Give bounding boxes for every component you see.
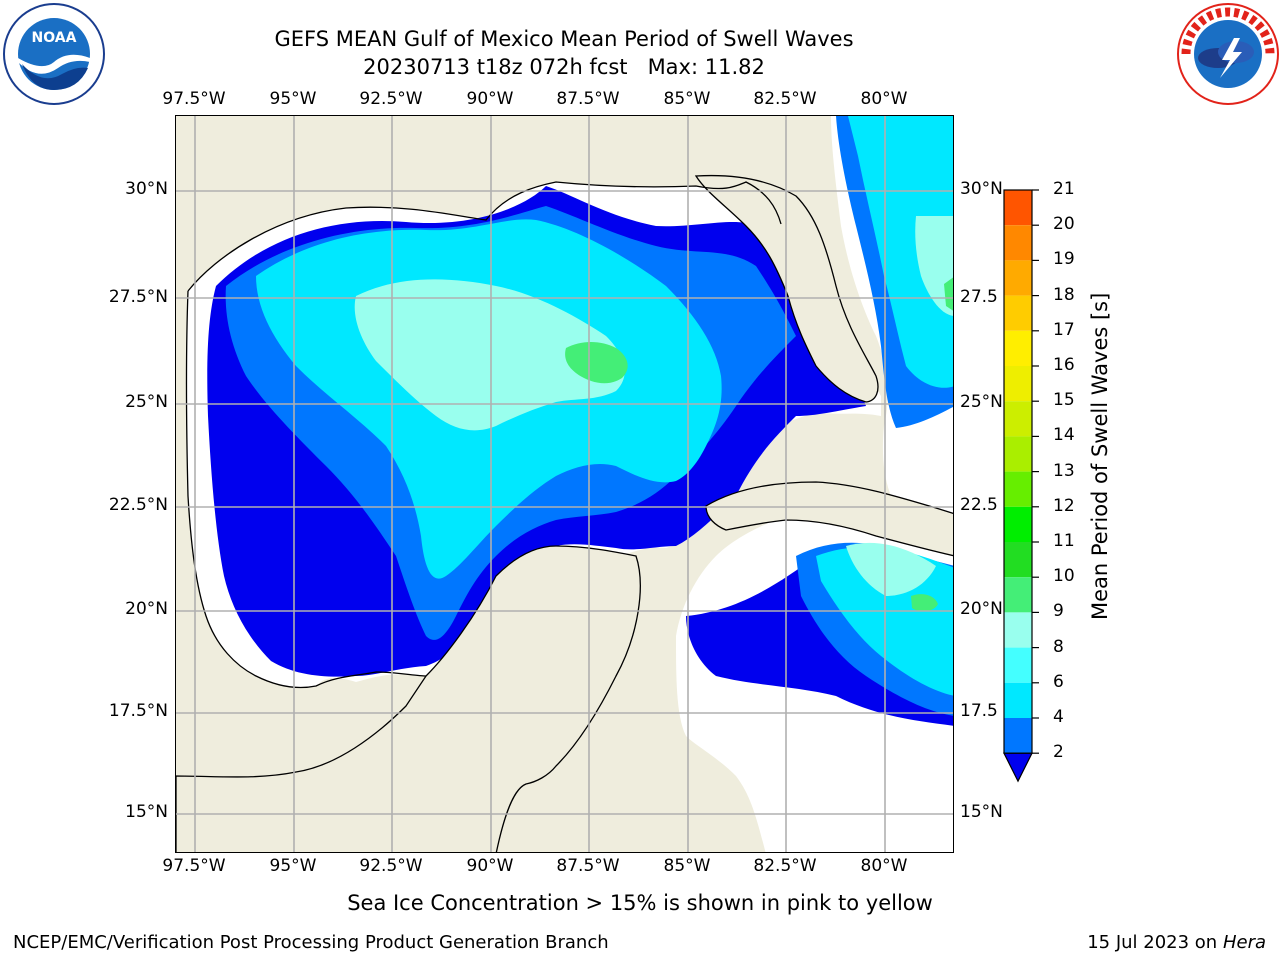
- nws-logo: [1176, 2, 1280, 110]
- chart-subtitle: 20230713 t18z 072h fcst Max: 11.82: [363, 55, 765, 79]
- colorbar-tick-label: 10: [1053, 566, 1075, 587]
- lon-label-top: 97.5°W: [162, 89, 226, 109]
- cuba-land: [705, 481, 953, 557]
- noaa-logo-text: NOAA: [32, 30, 77, 46]
- footer-host: Hera: [1222, 932, 1266, 953]
- lon-label-bottom: 80°W: [860, 856, 908, 876]
- colorbar-tick-label: 17: [1053, 319, 1075, 340]
- colorbar-segment: [1004, 436, 1032, 472]
- atlantic-swell-6s: [848, 116, 953, 388]
- colorbar-tick-label: 18: [1053, 284, 1075, 305]
- lat-label-right: 25°N: [960, 392, 1003, 412]
- colorbar-tick-label: 16: [1053, 355, 1075, 375]
- colorbar-label: Mean Period of Swell Waves [s]: [1088, 292, 1112, 620]
- colorbar-segment: [1004, 190, 1032, 226]
- lon-label-bottom: 92.5°W: [359, 856, 423, 876]
- lat-label-right: 20°N: [960, 599, 1003, 619]
- yucatan-land: [176, 545, 641, 852]
- atlantic-swell-8s: [915, 216, 953, 316]
- lat-label-left: 15°N: [125, 802, 168, 822]
- lon-label-top: 95°W: [269, 89, 317, 109]
- colorbar-segment: [1004, 471, 1032, 507]
- lat-label-left: 30°N: [125, 179, 168, 199]
- lon-label-bottom: 90°W: [466, 856, 514, 876]
- lon-label-bottom: 82.5°W: [753, 856, 817, 876]
- colorbar-segment: [1004, 647, 1032, 683]
- lon-label-top: 82.5°W: [753, 89, 817, 109]
- lon-label-bottom: 85°W: [663, 856, 711, 876]
- footer-date: 15 Jul 2023 on: [1087, 932, 1223, 953]
- colorbar-tick-label: 11: [1053, 531, 1075, 551]
- colorbar-tick-label: 2: [1053, 742, 1064, 763]
- colorbar-segment: [1004, 295, 1032, 331]
- lon-label-top: 85°W: [663, 89, 711, 109]
- colorbar-extend-arrow: [1003, 752, 1033, 783]
- colorbar-tick-label: 19: [1053, 249, 1075, 270]
- lon-label-top: 90°W: [466, 89, 514, 109]
- lon-label-bottom: 95°W: [269, 856, 317, 876]
- colorbar-segment: [1004, 682, 1032, 718]
- colorbar-segment: [1004, 330, 1032, 366]
- lon-label-top: 92.5°W: [359, 89, 423, 109]
- colorbar-segment: [1004, 225, 1032, 261]
- colorbar-tick-label: 12: [1053, 495, 1075, 516]
- chart-title: GEFS MEAN Gulf of Mexico Mean Period of …: [274, 27, 854, 51]
- atlantic-swell-9s: [944, 277, 953, 311]
- colorbar-segment: [1004, 366, 1032, 402]
- colorbar-segment: [1004, 718, 1032, 754]
- caribbean-swell-8s: [846, 542, 936, 596]
- noaa-logo: NOAA: [2, 2, 106, 110]
- colorbar-tick-label: 15: [1053, 390, 1075, 411]
- swell-region-8s: [354, 279, 625, 431]
- mexico-coast: [185, 290, 427, 689]
- lat-label-left: 27.5°N: [108, 287, 168, 307]
- colorbar-segment: [1004, 260, 1032, 296]
- colorbar-tick-label: 8: [1053, 636, 1064, 657]
- swell-region-9s: [565, 342, 628, 384]
- colorbar-segment: [1004, 577, 1032, 613]
- colorbar-tick-label: 4: [1053, 707, 1064, 727]
- lat-label-left: 20°N: [125, 599, 168, 619]
- colorbar-segment: [1004, 401, 1032, 437]
- graticule: [176, 116, 953, 852]
- lat-label-right: 22.5: [960, 495, 998, 515]
- colorbar-tick-label: 20: [1053, 214, 1075, 235]
- lon-label-bottom: 87.5°W: [556, 856, 620, 876]
- map-panel: [175, 115, 954, 853]
- lat-label-right: 15°N: [960, 802, 1003, 822]
- footer-right: 15 Jul 2023 on Hera: [1087, 932, 1266, 953]
- lon-label-top: 87.5°W: [556, 89, 620, 109]
- colorbar-segment: [1004, 542, 1032, 578]
- lat-label-right: 27.5: [960, 287, 998, 307]
- lat-label-left: 22.5°N: [108, 495, 168, 515]
- colorbar-segment: [1004, 612, 1032, 648]
- lat-label-right: 30°N: [960, 179, 1003, 199]
- colorbar-tick-label: 6: [1053, 671, 1064, 692]
- footer-left: NCEP/EMC/Verification Post Processing Pr…: [13, 932, 609, 953]
- map-svg: [176, 116, 953, 852]
- colorbar: [1003, 188, 1049, 792]
- colorbar-svg: [1003, 189, 1039, 783]
- caribbean-swell-9s: [911, 594, 938, 612]
- us-gulf-coast: [187, 181, 782, 292]
- colorbar-tick-label: 9: [1053, 601, 1064, 622]
- florida-land: [694, 174, 879, 403]
- colorbar-tick-label: 13: [1053, 460, 1075, 481]
- colorbar-segment: [1004, 506, 1032, 542]
- lat-label-right: 17.5: [960, 701, 998, 721]
- sea-ice-note: Sea Ice Concentration > 15% is shown in …: [347, 891, 933, 915]
- lat-label-left: 17.5°N: [108, 701, 168, 721]
- colorbar-tick-label: 21: [1053, 179, 1075, 199]
- colorbar-tick-label: 14: [1053, 425, 1075, 446]
- lon-label-bottom: 97.5°W: [162, 856, 226, 876]
- lat-label-left: 25°N: [125, 392, 168, 412]
- lon-label-top: 80°W: [860, 89, 908, 109]
